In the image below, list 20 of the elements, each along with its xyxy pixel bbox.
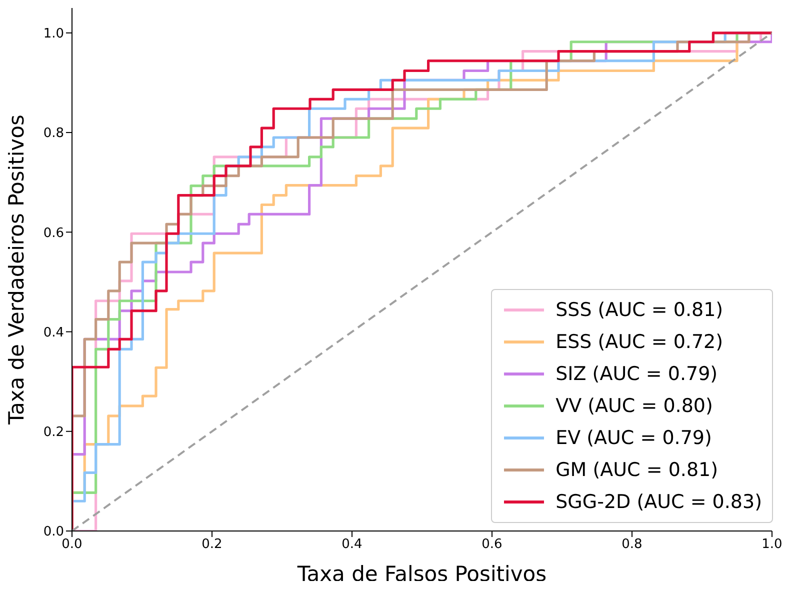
- legend-label: SSS (AUC = 0.81): [556, 298, 724, 323]
- y-tick-label: 0.2: [43, 424, 64, 440]
- x-axis-title: Taxa de Falsos Positivos: [296, 562, 547, 586]
- x-tick-label: 0.8: [622, 537, 642, 552]
- legend-label: SIZ (AUC = 0.79): [556, 362, 718, 387]
- x-tick-label: 0.6: [482, 537, 502, 552]
- legend-label: ESS (AUC = 0.72): [556, 330, 724, 355]
- y-tick-label: 1.0: [43, 26, 64, 42]
- x-tick-label: 1.0: [762, 537, 782, 552]
- legend-label: VV (AUC = 0.80): [556, 394, 713, 419]
- y-tick-label: 0.0: [43, 524, 64, 540]
- x-tick-label: 0.0: [62, 537, 82, 552]
- y-tick-label: 0.8: [43, 126, 64, 142]
- legend-label: EV (AUC = 0.79): [556, 426, 712, 451]
- x-tick-label: 0.2: [202, 537, 222, 552]
- y-tick-label: 0.6: [43, 226, 64, 241]
- legend-label: SGG-2D (AUC = 0.83): [556, 490, 762, 515]
- x-tick-label: 0.4: [342, 537, 362, 552]
- y-tick-label: 0.4: [43, 325, 64, 340]
- legend-label: GM (AUC = 0.81): [556, 458, 718, 483]
